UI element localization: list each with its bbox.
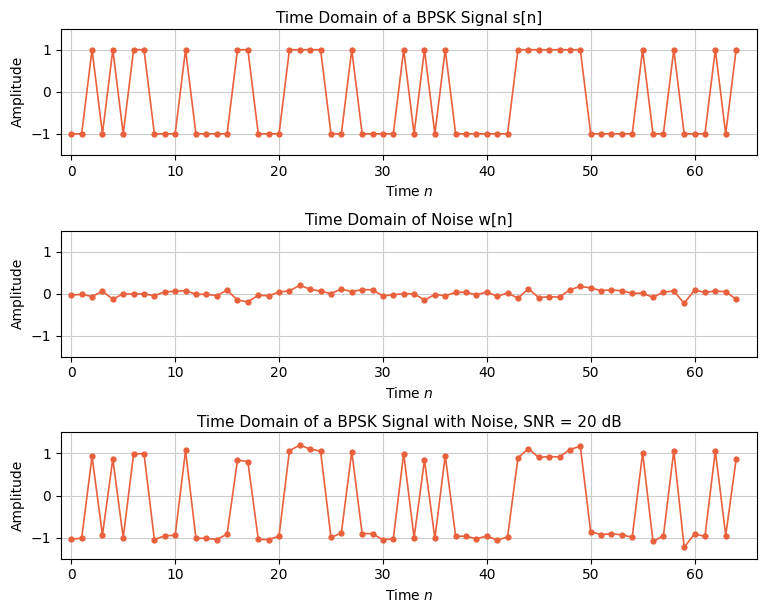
X-axis label: Time $n$: Time $n$	[385, 184, 433, 199]
X-axis label: Time $n$: Time $n$	[385, 386, 433, 401]
Y-axis label: Amplitude: Amplitude	[11, 56, 25, 127]
Title: Time Domain of Noise w[n]: Time Domain of Noise w[n]	[305, 213, 513, 228]
X-axis label: Time $n$: Time $n$	[385, 588, 433, 603]
Y-axis label: Amplitude: Amplitude	[11, 460, 25, 531]
Title: Time Domain of a BPSK Signal with Noise, SNR = 20 dB: Time Domain of a BPSK Signal with Noise,…	[197, 415, 621, 430]
Y-axis label: Amplitude: Amplitude	[11, 258, 25, 329]
Title: Time Domain of a BPSK Signal s[n]: Time Domain of a BPSK Signal s[n]	[276, 11, 542, 26]
